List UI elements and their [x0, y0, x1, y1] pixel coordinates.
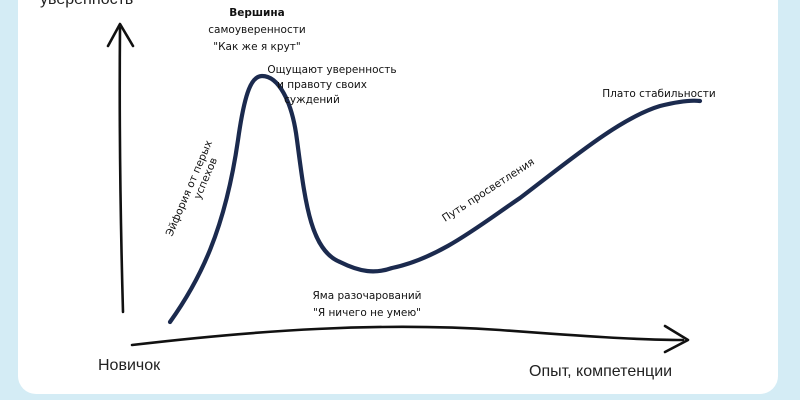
confidence-note-line1: Ощущают уверенность: [267, 64, 396, 76]
plateau-label: Плато стабильности: [602, 88, 715, 100]
y-axis-label: уверенность: [40, 0, 133, 8]
x-axis-start-label: Новичок: [98, 357, 161, 374]
diagram-card: [18, 0, 778, 394]
confidence-note-line2: и правоту своих: [277, 79, 367, 91]
confidence-curve: [167, 73, 703, 325]
confidence-note-line3: суждений: [284, 94, 340, 106]
y-axis-arrowhead: [106, 22, 135, 48]
x-axis-end-label: Опыт, компетенции: [529, 363, 672, 380]
enlightenment-label: Путь просветления: [440, 156, 537, 225]
pit-label-line2: "Я ничего не умею": [313, 307, 421, 319]
peak-title-line2: самоуверенности: [208, 24, 305, 36]
pit-label-line1: Яма разочарований: [313, 290, 422, 302]
peak-title-line3: "Как же я крут": [213, 41, 300, 53]
y-axis-line: [118, 26, 125, 314]
x-axis-arrowhead: [663, 324, 690, 354]
peak-title-line1: Вершина: [229, 7, 285, 19]
x-axis-line: [130, 325, 685, 347]
